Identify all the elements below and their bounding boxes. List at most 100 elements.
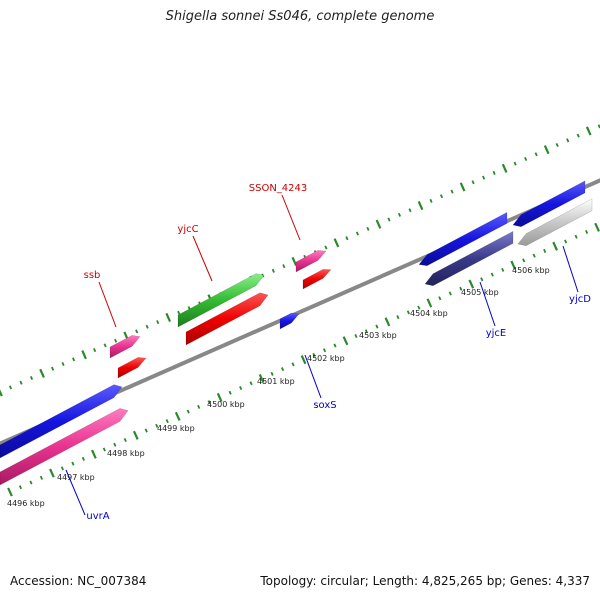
map-title: Shigella sonnei Ss046, complete genome: [165, 9, 435, 24]
lower-tick: [406, 310, 410, 315]
lower-tick: [18, 485, 23, 490]
upper-tick: [417, 201, 424, 211]
leader-line-yjcD: [562, 245, 579, 293]
leader-line-ssb: [98, 281, 117, 328]
gene-features: [0, 178, 600, 486]
lower-tick: [113, 442, 117, 447]
upper-tick: [576, 133, 580, 138]
lower-tick: [49, 468, 55, 478]
lower-tick: [300, 355, 307, 365]
lower-tick: [39, 475, 44, 480]
upper-tick: [355, 231, 359, 236]
upper-tick: [156, 320, 160, 325]
accession-text: Accession: NC_007384: [10, 574, 147, 588]
yjcC-cds-feature: [185, 292, 269, 346]
upper-tick: [0, 389, 3, 397]
gene-label-yjcC[interactable]: yjcC: [177, 224, 198, 235]
upper-tick: [566, 138, 570, 143]
upper-tick: [534, 152, 538, 157]
upper-tick: [19, 380, 23, 385]
leader-line-uvrA: [65, 469, 86, 516]
upper-tick: [345, 236, 349, 241]
lower-tick: [532, 253, 536, 258]
upper-tick: [408, 208, 412, 213]
lower-tick: [270, 371, 274, 376]
lower-tick: [501, 267, 505, 272]
lower-tick: [564, 239, 568, 244]
lower-tick: [258, 374, 265, 384]
upper-tick: [177, 310, 181, 315]
upper-tick: [543, 145, 550, 155]
lower-tick: [552, 241, 559, 251]
upper-tick: [471, 180, 475, 185]
SSON_4243-cds-feature: [302, 269, 332, 290]
uvrA-feature: [0, 408, 129, 486]
upper-tick: [397, 212, 402, 217]
scale-label: 4504 kbp: [410, 309, 448, 318]
uvrA-upper-bar: [0, 384, 123, 459]
SSON_4243-feature: [295, 250, 327, 273]
scale-label: 4498 kbp: [107, 449, 145, 458]
lower-tick: [585, 230, 589, 235]
lower-tick: [468, 279, 475, 289]
scale-label: 4503 kbp: [359, 331, 397, 340]
gene-label-uvrA[interactable]: uvrA: [86, 511, 109, 522]
scale-label: 4505 kbp: [461, 288, 499, 297]
lower-tick: [417, 305, 421, 310]
lower-tick: [364, 329, 369, 334]
lower-tick: [81, 456, 85, 461]
upper-tick: [51, 366, 55, 371]
upper-tick: [459, 182, 466, 192]
lower-tick: [438, 296, 442, 301]
lower-tick: [7, 487, 13, 497]
upper-tick: [114, 338, 118, 343]
upper-tick: [429, 198, 433, 203]
gene-label-SSON_4243[interactable]: SSON_4243: [249, 183, 308, 194]
lower-tick: [102, 447, 106, 452]
scale-label: 4502 kbp: [307, 354, 345, 363]
scale-label: 4496 kbp: [7, 499, 45, 508]
lower-tick: [165, 419, 169, 424]
upper-tick: [145, 324, 149, 329]
upper-tick: [282, 264, 286, 269]
lower-tick: [574, 234, 578, 239]
scale-label: 4497 kbp: [57, 473, 95, 482]
gene-label-ssb[interactable]: ssb: [84, 270, 101, 281]
lower-tick: [459, 286, 463, 291]
lower-tick: [426, 298, 433, 308]
lower-tick: [207, 400, 211, 405]
upper-tick: [39, 368, 45, 378]
lower-tick: [384, 317, 391, 327]
yjcE-feature: [424, 230, 514, 287]
upper-tick: [387, 217, 391, 222]
gene-label-soxS[interactable]: soxS: [313, 400, 336, 411]
lower-tick: [239, 386, 243, 391]
gene-label-yjcE[interactable]: yjcE: [486, 328, 507, 339]
lower-tick: [480, 277, 484, 282]
lower-tick: [522, 258, 526, 263]
upper-tick: [81, 350, 87, 360]
lower-tick: [375, 324, 379, 329]
gene-label-yjcD[interactable]: yjcD: [569, 294, 591, 305]
lower-tick: [60, 466, 64, 471]
upper-tick: [29, 376, 34, 381]
upper-tick: [501, 163, 508, 173]
genome-summary: Topology: circular; Length: 4,825,265 bp…: [260, 574, 590, 588]
upper-tick: [324, 245, 328, 250]
leader-line-yjcE: [479, 281, 496, 327]
upper-tick: [375, 219, 382, 229]
upper-tick: [585, 126, 592, 136]
upper-tick: [72, 357, 76, 362]
soxS-feature: [279, 312, 300, 330]
yjcD-upper-bar: [512, 180, 586, 228]
upper-tick: [333, 238, 340, 248]
lower-tick: [71, 461, 75, 466]
upper-tick: [93, 348, 97, 353]
labels: 4496 kbp 4497 kbp 4498 kbp 4499 kbp 4500 kbp…: [7, 183, 591, 522]
scale-label: 4506 kbp: [512, 266, 550, 275]
lower-tick: [490, 272, 494, 277]
lower-tick: [216, 392, 223, 403]
upper-tick: [8, 385, 13, 390]
scale-label: 4499 kbp: [157, 424, 195, 433]
